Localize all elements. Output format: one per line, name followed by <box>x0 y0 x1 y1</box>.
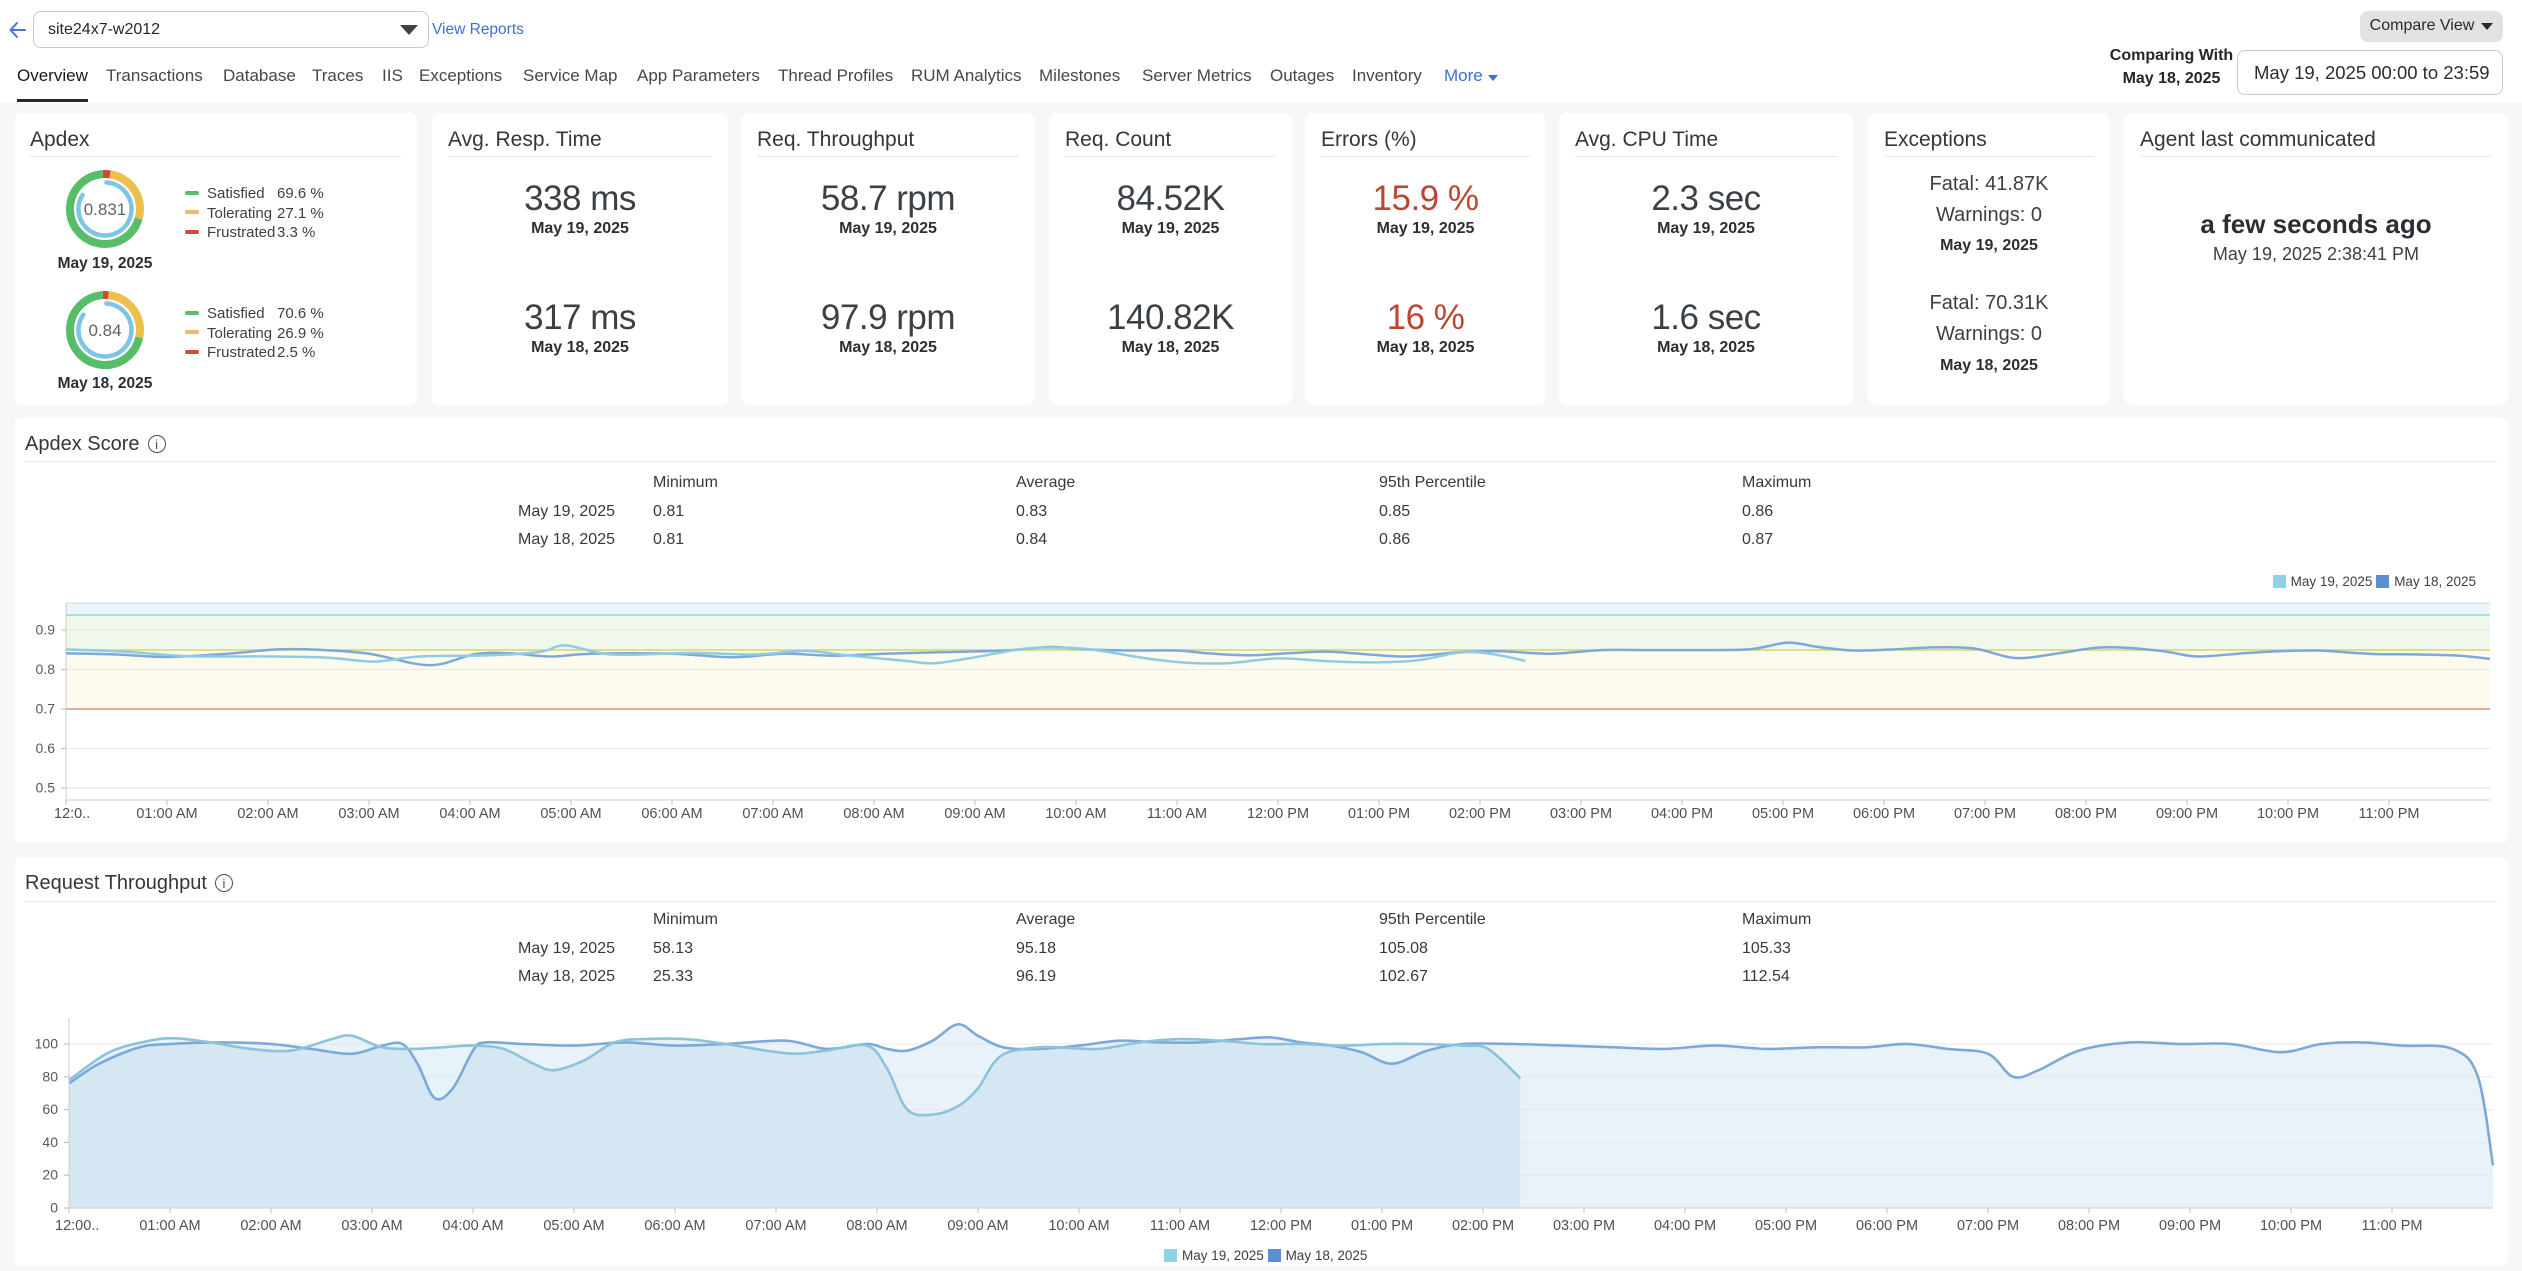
svg-text:08:00 PM: 08:00 PM <box>2055 806 2117 822</box>
svg-text:05:00 AM: 05:00 AM <box>540 806 601 822</box>
svg-text:11:00 PM: 11:00 PM <box>2362 1218 2423 1234</box>
svg-text:07:00 AM: 07:00 AM <box>745 1218 806 1234</box>
svg-text:0.7: 0.7 <box>36 701 56 717</box>
svg-text:01:00 AM: 01:00 AM <box>136 806 197 822</box>
svg-text:12:00 PM: 12:00 PM <box>1247 806 1309 822</box>
svg-text:0.84: 0.84 <box>88 321 121 340</box>
svg-text:05:00 AM: 05:00 AM <box>543 1218 604 1234</box>
svg-text:02:00 AM: 02:00 AM <box>240 1218 301 1234</box>
svg-text:80: 80 <box>42 1068 58 1084</box>
svg-text:03:00 PM: 03:00 PM <box>1550 806 1612 822</box>
svg-text:11:00 AM: 11:00 AM <box>1150 1218 1210 1234</box>
svg-text:09:00 PM: 09:00 PM <box>2156 806 2218 822</box>
svg-text:08:00 AM: 08:00 AM <box>846 1218 907 1234</box>
svg-text:100: 100 <box>35 1036 59 1052</box>
svg-text:10:00 AM: 10:00 AM <box>1045 806 1106 822</box>
svg-text:11:00 AM: 11:00 AM <box>1147 806 1207 822</box>
svg-text:03:00 AM: 03:00 AM <box>341 1218 402 1234</box>
svg-text:10:00 PM: 10:00 PM <box>2260 1218 2322 1234</box>
svg-text:06:00 AM: 06:00 AM <box>641 806 702 822</box>
svg-text:04:00 PM: 04:00 PM <box>1654 1218 1716 1234</box>
svg-text:01:00 AM: 01:00 AM <box>139 1218 200 1234</box>
svg-text:10:00 AM: 10:00 AM <box>1048 1218 1109 1234</box>
svg-text:40: 40 <box>42 1134 58 1150</box>
svg-text:08:00 AM: 08:00 AM <box>843 806 904 822</box>
svg-text:12:0..: 12:0.. <box>54 806 90 822</box>
svg-text:02:00 AM: 02:00 AM <box>237 806 298 822</box>
svg-text:09:00 AM: 09:00 AM <box>944 806 1005 822</box>
svg-text:01:00 PM: 01:00 PM <box>1351 1218 1413 1234</box>
svg-text:20: 20 <box>42 1167 58 1183</box>
svg-text:07:00 PM: 07:00 PM <box>1954 806 2016 822</box>
svg-text:01:00 PM: 01:00 PM <box>1348 806 1410 822</box>
svg-text:05:00 PM: 05:00 PM <box>1752 806 1814 822</box>
svg-text:04:00 PM: 04:00 PM <box>1651 806 1713 822</box>
svg-text:05:00 PM: 05:00 PM <box>1755 1218 1817 1234</box>
svg-text:08:00 PM: 08:00 PM <box>2058 1218 2120 1234</box>
svg-text:07:00 AM: 07:00 AM <box>742 806 803 822</box>
svg-text:0.5: 0.5 <box>36 780 56 796</box>
svg-text:03:00 AM: 03:00 AM <box>338 806 399 822</box>
svg-text:11:00 PM: 11:00 PM <box>2359 806 2420 822</box>
svg-text:07:00 PM: 07:00 PM <box>1957 1218 2019 1234</box>
svg-text:06:00 PM: 06:00 PM <box>1856 1218 1918 1234</box>
svg-text:60: 60 <box>42 1101 58 1117</box>
svg-text:0.6: 0.6 <box>36 740 56 756</box>
svg-text:02:00 PM: 02:00 PM <box>1449 806 1511 822</box>
svg-text:03:00 PM: 03:00 PM <box>1553 1218 1615 1234</box>
svg-text:0: 0 <box>50 1200 58 1216</box>
svg-text:09:00 AM: 09:00 AM <box>947 1218 1008 1234</box>
svg-text:10:00 PM: 10:00 PM <box>2257 806 2319 822</box>
svg-text:0.9: 0.9 <box>36 622 56 638</box>
svg-text:0.831: 0.831 <box>84 200 127 219</box>
svg-text:12:00 PM: 12:00 PM <box>1250 1218 1312 1234</box>
svg-text:09:00 PM: 09:00 PM <box>2159 1218 2221 1234</box>
svg-text:04:00 AM: 04:00 AM <box>442 1218 503 1234</box>
svg-text:06:00 AM: 06:00 AM <box>644 1218 705 1234</box>
svg-text:0.8: 0.8 <box>36 661 56 677</box>
svg-text:04:00 AM: 04:00 AM <box>439 806 500 822</box>
svg-text:12:00..: 12:00.. <box>55 1218 99 1234</box>
svg-text:02:00 PM: 02:00 PM <box>1452 1218 1514 1234</box>
svg-text:06:00 PM: 06:00 PM <box>1853 806 1915 822</box>
